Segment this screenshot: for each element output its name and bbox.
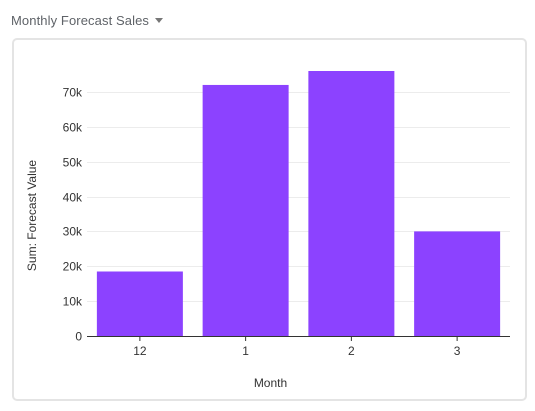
- bar-3[interactable]: [414, 231, 501, 336]
- chart-title-dropdown[interactable]: Monthly Forecast Sales: [11, 10, 164, 30]
- y-tick-label: 60k: [63, 121, 83, 135]
- y-tick-label: 10k: [63, 295, 83, 309]
- y-tick-label: 70k: [63, 86, 83, 100]
- y-tick-label: 50k: [63, 156, 83, 170]
- x-tick-label: 12: [133, 344, 147, 358]
- x-tick-label: 2: [348, 344, 355, 358]
- x-axis-title: Month: [254, 376, 287, 390]
- x-tick-label: 1: [242, 344, 249, 358]
- y-tick-label: 20k: [63, 260, 83, 274]
- x-tick-label: 3: [454, 344, 461, 358]
- y-tick-label: 30k: [63, 225, 83, 239]
- bars: [96, 71, 501, 337]
- bar-2[interactable]: [308, 71, 395, 336]
- caret-down-icon[interactable]: [155, 18, 164, 23]
- y-tick-label: 0: [75, 330, 82, 344]
- gridlines: [87, 92, 510, 302]
- y-axis-title: Sum: Forecast Value: [25, 160, 39, 271]
- bar-12[interactable]: [96, 271, 183, 336]
- bar-1[interactable]: [202, 84, 289, 337]
- chart-title: Monthly Forecast Sales: [11, 12, 150, 28]
- y-tick-label: 40k: [63, 191, 83, 205]
